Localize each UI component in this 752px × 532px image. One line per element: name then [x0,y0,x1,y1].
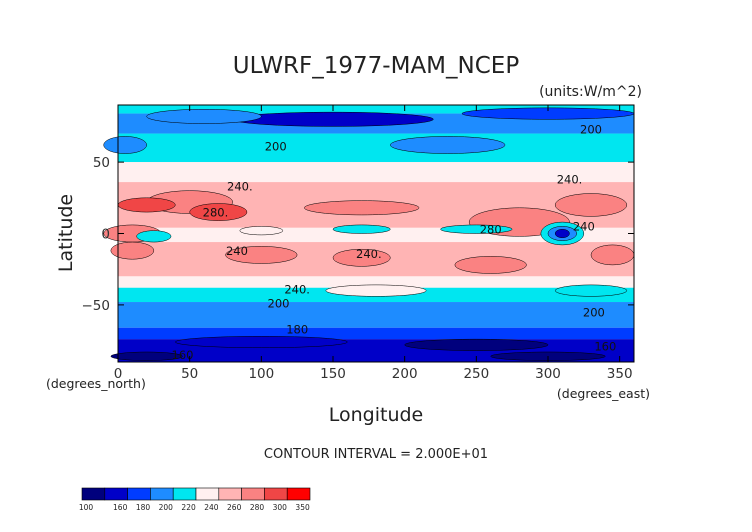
contour-region [454,256,527,274]
x-tick-label: 50 [181,366,198,382]
contour-label: 280. [203,205,229,219]
colorbar-swatch [264,487,288,501]
latitude-band [118,327,634,340]
contour-label: 240. [557,173,583,187]
contour-region [304,200,420,216]
x-unit-label: (degrees_east) [557,386,650,401]
colorbar-label: 100 [79,503,94,512]
units-label: (units:W/m^2) [539,84,642,100]
contour-region [554,284,628,297]
colorbar-swatch [104,487,128,501]
contour-region [232,111,434,127]
contour-region [110,241,155,260]
chart-title: ULWRF_1977-MAM_NCEP [233,53,520,79]
contour-label: 240 [573,220,595,234]
contour-region [189,203,248,221]
y-tick-label: 50 [93,155,110,171]
contour-label: 180 [286,322,308,336]
y-axis-label: Latitude [55,194,77,272]
contour-interval-note: CONTOUR INTERVAL = 2.000E+01 [264,447,488,462]
contour-label: 200 [265,140,287,154]
x-axis-label: Longitude [329,404,424,426]
colorbar-label: 240 [204,503,219,512]
colorbar: 100 160 180 200 220 240 260 280 300 350 [79,487,311,512]
colorbar-swatch [286,487,311,501]
contour-region [110,351,183,361]
contour-label: 240. [227,180,253,194]
colorbar-label: 300 [273,503,288,512]
latitude-band [118,133,634,163]
x-tick-label: 250 [463,366,489,382]
contour-region [146,109,262,124]
x-tick-label: 150 [320,366,346,382]
contour-label: 160 [594,340,616,354]
contour-label: 200 [580,123,602,137]
contour-region [590,244,635,266]
colorbar-label: 220 [181,503,196,512]
contour-label: 160 [172,348,194,362]
colorbar-label: 200 [159,503,174,512]
colorbar-swatch [127,487,151,501]
latitude-band [118,162,634,183]
y-tick-label: −50 [82,298,111,314]
contour-region [225,246,298,264]
colorbar-label: 160 [113,503,128,512]
colorbar-swatch [81,487,106,501]
y-axis: 50 0 −50 [82,155,634,314]
contour-regions [103,107,635,361]
colorbar-label: 350 [295,503,310,512]
contour-region [117,197,176,213]
x-tick-label: 200 [392,366,418,382]
contour-label: 200 [583,305,605,319]
contour-label: 200 [268,297,290,311]
colorbar-label: 180 [136,503,151,512]
contour-region [136,230,172,243]
x-tick-label: 100 [248,366,274,382]
colorbar-swatch [150,487,174,501]
contour-label: 240. [356,247,382,261]
colorbar-label: 280 [250,503,265,512]
colorbar-swatch [241,487,265,501]
contour-region [325,284,427,297]
x-axis: 0 50 100 150 200 250 300 350 [114,105,633,382]
colorbar-swatch [172,487,197,501]
contour-region [554,228,570,239]
contour-region [554,193,628,217]
contour-region [390,136,506,154]
contour-label: 240. [284,282,310,296]
x-tick-label: 350 [607,366,633,382]
contour-region [175,336,348,348]
y-unit-label: (degrees_north) [46,376,146,391]
contour-label: 280 [480,223,502,237]
contour-region [404,338,549,351]
latitude-band [118,302,634,328]
x-tick-label: 0 [114,366,123,382]
contour-region [103,136,147,154]
latitude-band [118,276,634,288]
y-tick-label: 0 [101,227,110,243]
colorbar-swatch [195,487,220,501]
contour-region [440,224,513,234]
latitude-band [118,105,634,114]
contour-label: 240 [226,244,248,258]
colorbar-label: 260 [227,503,242,512]
contour-region [332,224,391,234]
colorbar-swatch [218,487,242,501]
contour-region [332,248,391,267]
x-tick-label: 300 [535,366,561,382]
contour-region [239,226,284,236]
